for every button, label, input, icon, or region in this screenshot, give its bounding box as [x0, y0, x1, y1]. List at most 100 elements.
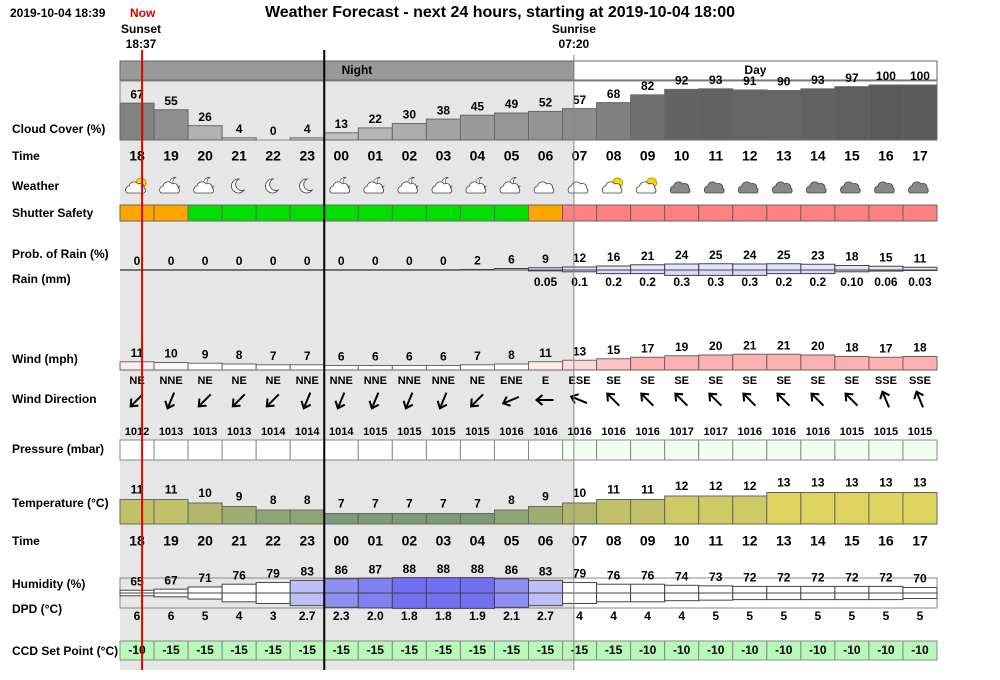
rain-bar	[562, 269, 598, 273]
wind-value: 7	[474, 349, 481, 363]
temp-value: 13	[777, 476, 791, 490]
cloud	[363, 181, 384, 194]
humidity-value: 70	[913, 572, 927, 586]
cloud-value: 55	[164, 94, 178, 108]
weather-icon	[231, 178, 246, 194]
wind-bar	[323, 365, 359, 371]
ccd-value: -15	[503, 643, 521, 657]
cloud-bar	[425, 118, 461, 141]
wind-value: 6	[406, 350, 413, 364]
wind-dir: SE	[708, 375, 723, 387]
cloud-value: 26	[198, 110, 212, 124]
hour: 02	[402, 533, 418, 549]
wind-arrow	[436, 392, 448, 410]
pressure-value: 1015	[363, 426, 387, 438]
weather-icon	[465, 177, 487, 194]
shutter-cell	[868, 204, 904, 222]
row-label: Time	[12, 149, 40, 163]
temp-value: 13	[913, 476, 927, 490]
temp-bar	[153, 499, 189, 525]
cloud-bar	[289, 137, 325, 141]
rain-prob-bar	[834, 265, 870, 271]
temp-value: 7	[338, 497, 345, 511]
pressure-value: 1016	[533, 426, 557, 438]
rain-bar	[868, 269, 904, 272]
weather-icon	[299, 178, 314, 194]
humidity-value: 88	[437, 562, 451, 576]
pressure-cell	[221, 439, 257, 461]
wind-arrow	[469, 393, 484, 408]
humidity-value: 72	[845, 571, 859, 585]
pressure-value: 1016	[567, 426, 591, 438]
ccd-value: -15	[605, 643, 623, 657]
hour: 05	[504, 533, 520, 549]
cloud-bar	[221, 137, 257, 141]
wind-value: 15	[607, 343, 621, 357]
wind-arrow	[164, 392, 176, 410]
hour: 19	[163, 148, 179, 164]
wind-dir: SE	[811, 375, 826, 387]
cloud	[703, 181, 725, 194]
row-label: Temperature (°C)	[12, 496, 109, 510]
shutter-cell	[255, 204, 291, 222]
rain-value: 0.3	[741, 275, 758, 289]
cloud-value: 13	[335, 117, 349, 131]
arrow-shaft	[743, 393, 757, 407]
row-label: DPD (°C)	[12, 602, 62, 616]
wind-value: 11	[131, 346, 144, 360]
temp-bar	[323, 513, 359, 525]
ccd-value: -10	[843, 643, 861, 657]
hour: 00	[333, 533, 349, 549]
row-label: Shutter Safety	[12, 206, 94, 220]
temp-bar	[357, 513, 393, 525]
cloud	[908, 181, 929, 194]
hour: 15	[844, 533, 860, 549]
hour: 20	[197, 148, 213, 164]
day-label: Day	[744, 63, 766, 77]
arrow-head	[534, 394, 544, 406]
humidity-value: 72	[811, 571, 825, 585]
arrow-head	[879, 390, 890, 400]
rain-prob-value: 11	[914, 251, 927, 265]
arrow-shaft	[130, 393, 144, 407]
cloud-value: 68	[607, 87, 621, 101]
shutter-cell	[425, 204, 461, 222]
hour: 11	[708, 148, 723, 164]
rain-value: 0.06	[874, 275, 898, 289]
arrow-head	[402, 400, 414, 410]
hour: 14	[810, 148, 826, 164]
row-label: Prob. of Rain (%)	[12, 247, 109, 261]
rain-bar	[834, 269, 870, 273]
weather-icon	[159, 177, 181, 194]
wind-bar	[902, 356, 938, 371]
humidity-value: 71	[198, 571, 212, 585]
shutter-cell	[630, 204, 666, 222]
wind-value: 7	[304, 349, 311, 363]
cloud	[601, 181, 623, 194]
pressure-value: 1015	[465, 426, 489, 438]
shutter-cell	[834, 204, 870, 222]
rain-prob-value: 0	[168, 254, 175, 268]
temp-bar	[902, 492, 938, 525]
cloud	[499, 181, 521, 194]
rain-prob-value: 0	[440, 254, 447, 268]
ccd-value: -15	[367, 643, 385, 657]
shutter-cell	[323, 204, 359, 222]
arrow-head	[265, 398, 275, 408]
humidity-value: 72	[777, 571, 791, 585]
temp-bar	[187, 502, 223, 525]
temp-bar	[425, 513, 461, 525]
pressure-cell	[323, 439, 359, 461]
row-label: Pressure (mbar)	[12, 442, 104, 456]
dpd-value: 5	[917, 609, 924, 623]
wind-bar	[255, 364, 291, 371]
wind-value: 20	[811, 339, 825, 353]
rain-prob-bar	[800, 263, 836, 271]
pressure-cell	[119, 439, 155, 461]
wind-bar	[630, 356, 666, 371]
arrow-head	[844, 392, 854, 402]
arrow-shaft	[881, 392, 890, 408]
cloud-bar	[664, 88, 700, 141]
pressure-cell	[562, 439, 598, 461]
wind-bar	[834, 356, 870, 371]
